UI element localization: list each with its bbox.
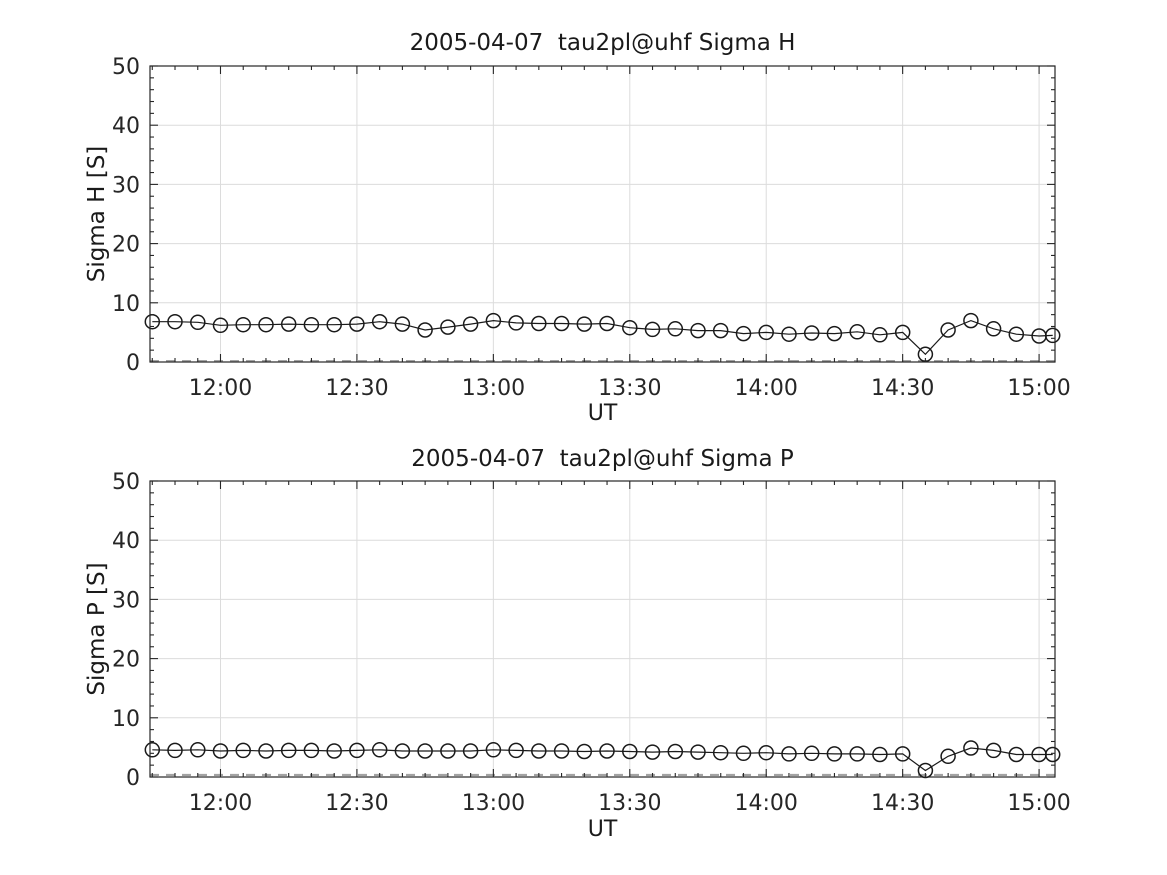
- y-tick-label: 40: [112, 114, 140, 139]
- y-axis-label-sigma-h: Sigma H [S]: [84, 145, 110, 283]
- x-axis-label-ut-bottom: UT: [587, 817, 618, 842]
- x-tick-label: 13:00: [462, 791, 525, 816]
- y-tick-label: 30: [112, 588, 140, 613]
- plot-area-sigma-h: 12:00 12:30 13:00 13:30 14:00 14:30 15:00 0 10 20…: [112, 55, 1071, 401]
- x-tick-label: 14:30: [871, 376, 934, 401]
- chart-sigma-p: 12:00 12:30 13:00 13:30 14:00 14:30 15:00 0 10 20…: [0, 437, 1167, 875]
- chart-title-sigma-p: 2005-04-07 tau2pl@uhf Sigma P: [411, 446, 794, 472]
- y-tick-label: 10: [112, 292, 140, 317]
- x-tick-label: 14:00: [734, 791, 797, 816]
- x-tick-label: 12:30: [325, 376, 388, 401]
- y-tick-label: 50: [112, 470, 140, 495]
- x-tick-label: 13:00: [462, 376, 525, 401]
- x-tick-label: 15:00: [1007, 791, 1070, 816]
- y-tick-label: 20: [112, 233, 140, 258]
- y-tick-label: 20: [112, 648, 140, 673]
- x-tick-label: 12:00: [189, 376, 252, 401]
- plot-area-sigma-p: 12:00 12:30 13:00 13:30 14:00 14:30 15:00 0 10 20…: [112, 470, 1071, 816]
- x-tick-label: 12:30: [325, 791, 388, 816]
- x-tick-label: 13:30: [598, 791, 661, 816]
- x-tick-label: 15:00: [1007, 376, 1070, 401]
- y-tick-label: 30: [112, 173, 140, 198]
- x-tick-label: 12:00: [189, 791, 252, 816]
- x-tick-label: 14:30: [871, 791, 934, 816]
- y-tick-label: 0: [126, 351, 140, 376]
- y-axis-label-sigma-p: Sigma P [S]: [84, 562, 110, 696]
- chart-sigma-h: 12:00 12:30 13:00 13:30 14:00 14:30 15:00 0 10 20…: [0, 0, 1167, 437]
- y-tick-label: 40: [112, 529, 140, 554]
- x-axis-label-ut-top: UT: [587, 401, 618, 426]
- x-tick-label: 13:30: [598, 376, 661, 401]
- x-tick-label: 14:00: [734, 376, 797, 401]
- y-tick-label: 10: [112, 707, 140, 732]
- y-tick-label: 50: [112, 55, 140, 80]
- y-tick-label: 0: [126, 766, 140, 791]
- chart-title-sigma-h: 2005-04-07 tau2pl@uhf Sigma H: [409, 30, 796, 56]
